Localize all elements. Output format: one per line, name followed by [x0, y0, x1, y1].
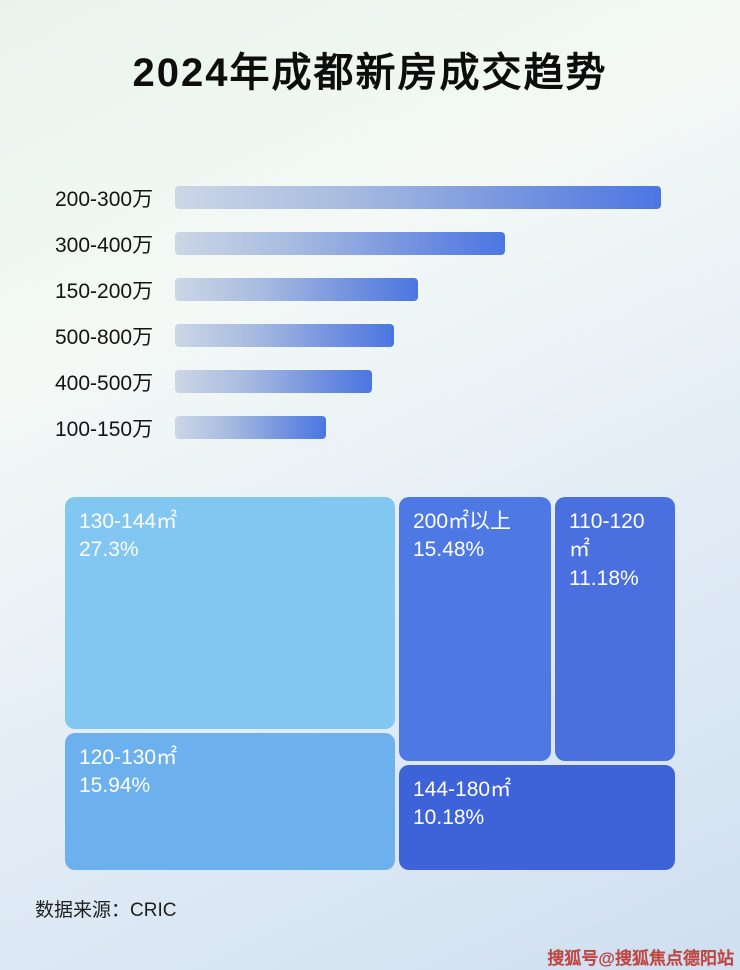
bar	[175, 186, 661, 209]
bar	[175, 324, 394, 347]
bar-label: 200-300万	[55, 187, 154, 211]
area-segment-treemap: 130-144㎡ 27.3% 200㎡以上 15.48% 110-120㎡ 11…	[65, 497, 675, 870]
treemap-block-value: 15.48%	[413, 538, 485, 562]
treemap-block: 130-144㎡ 27.3%	[65, 497, 395, 729]
bar-row: 100-150万	[55, 416, 665, 441]
treemap-block: 120-130㎡ 15.94%	[65, 733, 395, 870]
treemap-block: 110-120㎡ 11.18%	[555, 497, 675, 761]
treemap-block: 144-180㎡ 10.18%	[399, 765, 675, 870]
bar-label: 100-150万	[55, 417, 154, 441]
treemap-block: 200㎡以上 15.48%	[399, 497, 551, 761]
bar-track	[175, 324, 661, 347]
treemap-block-label: 200㎡以上	[413, 510, 512, 533]
treemap-block-label: 144-180㎡	[413, 778, 512, 801]
bar-label: 400-500万	[55, 371, 154, 395]
data-source: 数据来源：CRIC	[35, 900, 177, 921]
bar-row: 400-500万	[55, 370, 665, 395]
page-title: 2024年成都新房成交趋势	[132, 51, 608, 95]
bar-track	[175, 416, 661, 439]
bar-track	[175, 186, 661, 209]
bar-row: 500-800万	[55, 324, 665, 349]
treemap-block-label: 130-144㎡	[79, 510, 178, 533]
treemap-block-value: 10.18%	[413, 806, 485, 830]
bar	[175, 416, 326, 439]
bar-label: 300-400万	[55, 233, 154, 257]
bar-label: 500-800万	[55, 325, 154, 349]
treemap-block-value: 11.18%	[569, 566, 639, 590]
bar-track	[175, 232, 661, 255]
bar	[175, 370, 372, 393]
treemap-block-value: 15.94%	[79, 774, 151, 798]
watermark: 搜狐号@搜狐焦点德阳站	[547, 949, 734, 968]
bar-label: 150-200万	[55, 279, 154, 303]
bar-row: 200-300万	[55, 186, 665, 211]
treemap-block-label: 120-130㎡	[79, 746, 178, 769]
bar-row: 150-200万	[55, 278, 665, 303]
bar	[175, 232, 506, 255]
treemap-block-label: 110-120㎡	[569, 510, 645, 562]
bar	[175, 278, 418, 301]
bar-track	[175, 370, 661, 393]
price-segment-bar-chart: 200-300万 300-400万 150-200万 500-800万 400-	[55, 186, 665, 462]
bar-track	[175, 278, 661, 301]
bar-row: 300-400万	[55, 232, 665, 257]
treemap-block-value: 27.3%	[79, 538, 139, 562]
